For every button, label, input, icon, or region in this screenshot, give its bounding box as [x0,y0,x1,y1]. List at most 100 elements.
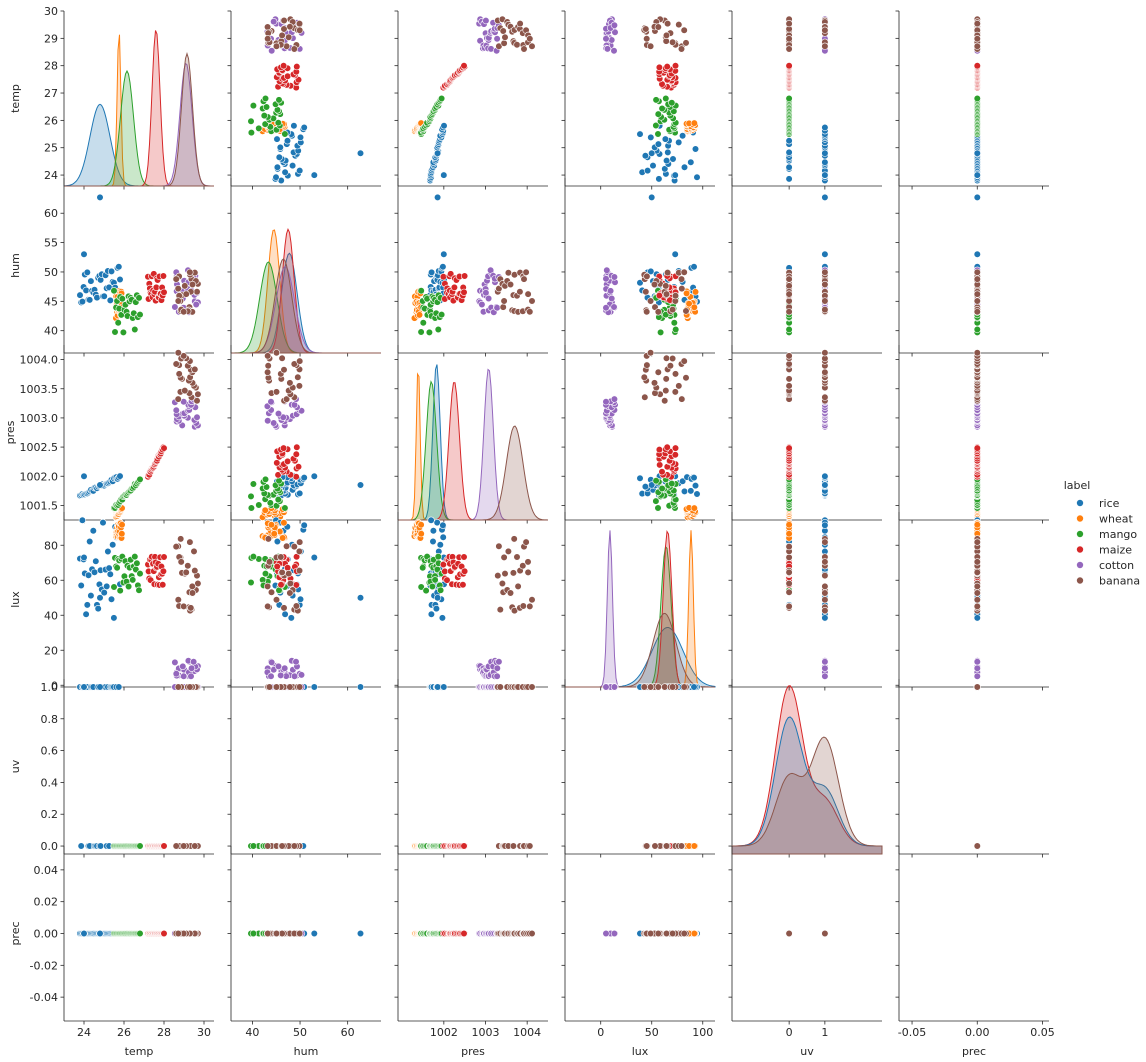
point-banana [973,589,981,597]
point-banana [500,297,508,305]
point-rice [116,275,124,284]
point-banana [785,568,793,577]
point-cotton [973,658,981,666]
point-rice [83,268,91,277]
point-rice [103,582,111,591]
point-mango [136,842,144,850]
point-banana [785,375,793,383]
point-banana [290,542,298,551]
point-banana [277,553,285,561]
point-mango [249,552,257,561]
y-tick-label: 0.00 [34,928,59,941]
point-mango [658,484,666,493]
point-mango [261,94,270,103]
point-rice [687,487,695,495]
point-mango [419,564,427,572]
point-rice [96,193,104,201]
point-banana [671,292,680,300]
point-rice [693,173,701,181]
point-cotton [602,398,610,406]
point-banana [973,275,981,283]
x-tick-label: 1002 [430,1026,458,1039]
point-mango [973,325,981,334]
point-rice [82,286,90,295]
y-tick-label: 55 [44,237,58,250]
y-tick-label: 60 [44,207,58,220]
point-banana [186,538,194,546]
point-rice [973,614,981,622]
point-maize [273,562,281,571]
point-rice [427,516,435,524]
y-tick-label: 0.4 [41,776,59,789]
point-wheat [417,521,425,529]
point-banana [278,31,286,40]
point-maize [293,443,301,451]
point-mango [652,121,660,130]
point-mango [652,96,660,104]
point-wheat [973,521,981,529]
point-banana [662,290,671,298]
point-cotton [264,417,272,425]
point-maize [439,273,448,281]
point-banana [283,42,291,50]
point-banana [526,308,534,316]
point-banana [290,45,298,53]
point-rice [690,263,698,271]
point-rice [106,296,114,305]
point-rice [356,149,365,157]
point-rice [80,553,88,562]
point-banana [290,842,298,850]
x-tick-label: 60 [341,1026,355,1039]
point-banana [516,20,524,28]
point-banana [191,365,199,374]
point-banana [643,35,651,43]
y-tick-label: 28 [44,60,58,73]
point-rice [87,591,95,600]
point-banana [785,35,793,43]
y-tick-label: 20 [44,644,58,657]
point-banana [646,683,655,691]
point-rice [680,487,689,496]
point-mango [249,842,257,850]
point-banana [509,842,518,850]
point-banana [296,357,304,365]
point-banana [186,683,194,691]
point-banana [662,387,670,395]
panel-temp-vs-uv [728,10,882,190]
point-mango [425,328,434,337]
point-rice [281,610,289,618]
point-banana [180,308,188,316]
x-tick-label: 1003 [472,1026,500,1039]
point-mango [116,586,124,595]
point-rice [654,140,663,148]
point-banana [677,842,686,850]
point-banana [264,35,272,43]
density-banana [731,736,883,855]
point-banana [654,683,662,691]
point-banana [641,393,649,401]
point-rice [432,604,441,613]
point-banana [500,39,508,47]
point-banana [172,360,180,368]
point-banana [654,23,662,31]
point-rice [273,163,282,171]
point-banana [821,571,829,580]
point-mango [131,325,139,334]
point-banana [264,362,272,370]
point-rice [94,604,102,613]
point-rice [655,175,663,183]
point-cotton [277,671,285,680]
point-maize [973,62,981,70]
point-banana [650,379,659,387]
point-mango [136,929,144,938]
point-banana [680,357,688,365]
point-mango [654,130,662,138]
point-rice [296,489,304,498]
point-rice [691,145,700,153]
point-banana [821,582,829,591]
x-tick-label: 1004 [513,1026,541,1039]
point-mango [668,480,676,488]
point-rice [821,250,829,258]
point-banana [191,566,199,575]
point-banana [821,42,829,50]
